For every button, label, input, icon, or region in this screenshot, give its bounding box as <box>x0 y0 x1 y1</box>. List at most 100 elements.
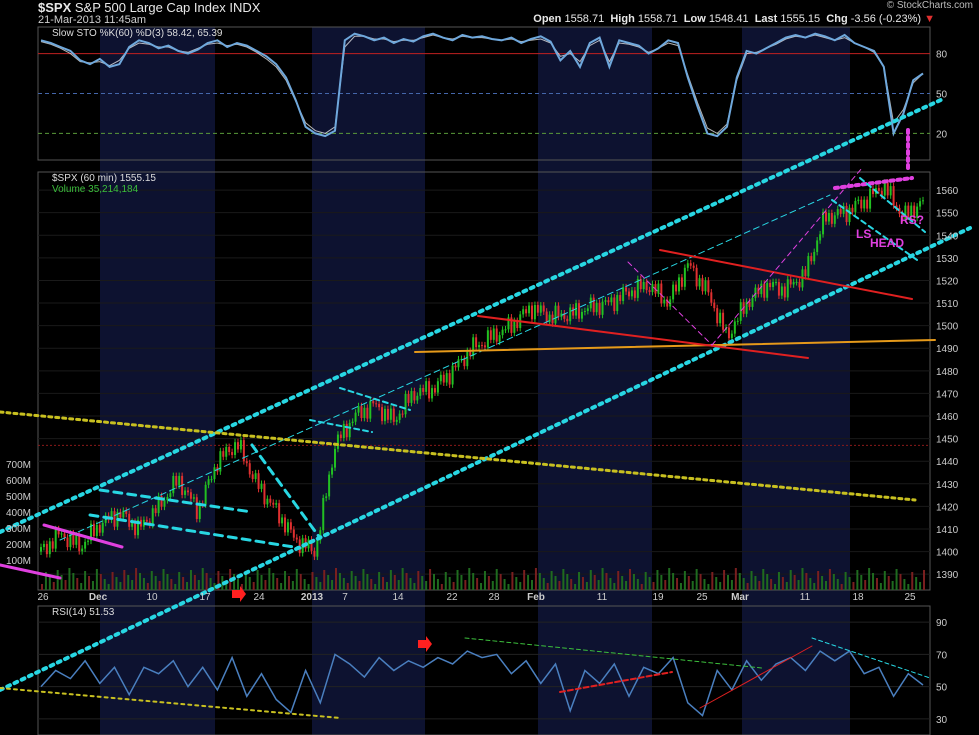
volume-bar <box>99 574 102 590</box>
volume-bar <box>609 578 612 590</box>
price-bar-body <box>833 215 836 224</box>
price-bar-body <box>336 434 339 449</box>
volume-bar <box>703 579 706 590</box>
volume-bar <box>542 578 545 590</box>
volume-bar <box>895 569 898 590</box>
price-bar-body <box>110 511 113 520</box>
x-tick-label: 25 <box>904 592 916 603</box>
rsi-green-downtrend <box>464 637 763 669</box>
price-bar-body <box>198 503 201 519</box>
price-bar-body <box>433 388 436 393</box>
volume-bar <box>597 580 600 590</box>
price-bar-body <box>528 305 531 314</box>
price-bar-body <box>375 403 378 405</box>
volume-bar <box>817 571 820 590</box>
x-tick-label: 22 <box>446 592 458 603</box>
price-bar-body <box>95 524 98 537</box>
volume-bar <box>578 572 581 590</box>
price-bar-body <box>160 495 163 507</box>
price-bar-body <box>722 312 725 330</box>
price-bar-body <box>439 374 442 382</box>
price-bar-body <box>322 497 325 531</box>
volume-bar <box>891 581 894 590</box>
price-bar-body <box>575 303 578 316</box>
weekend-bands <box>100 27 850 735</box>
price-bar-body <box>395 419 398 422</box>
price-bar-body <box>128 513 131 527</box>
volume-bar <box>770 579 773 590</box>
volume-bar <box>287 576 290 590</box>
volume-bar <box>879 583 882 590</box>
price-bar-body <box>913 205 916 218</box>
volume-bar <box>456 570 459 590</box>
price-bar-body <box>242 440 245 462</box>
price-bar-body <box>295 537 298 540</box>
volume-bar <box>793 575 796 590</box>
rsi-panel <box>40 650 924 717</box>
cyan-flag-upper <box>339 387 411 411</box>
volume-bar <box>354 576 357 590</box>
price-bar-body <box>539 305 542 313</box>
volume-bar <box>150 571 153 590</box>
price-bar-body <box>398 413 401 420</box>
volume-bar <box>433 574 435 590</box>
volume-bar <box>668 568 671 590</box>
x-tick-label: 10 <box>146 592 158 603</box>
price-tick-label: 1450 <box>936 435 959 446</box>
volume-bar <box>636 579 639 590</box>
volume-bar <box>534 568 537 590</box>
volume-bar <box>777 572 780 590</box>
volume-bar <box>178 572 181 590</box>
price-bar-body <box>880 190 883 196</box>
volume-bar <box>127 575 130 590</box>
volume-bar <box>80 583 83 590</box>
price-bar-body <box>639 279 642 290</box>
price-bar-body <box>87 540 90 542</box>
price-bar-body <box>910 205 913 217</box>
volume-bar <box>440 584 443 590</box>
price-bar-body <box>386 408 389 420</box>
price-bar-body <box>533 304 536 320</box>
price-bar-body <box>101 522 104 533</box>
volume-bar <box>374 584 377 590</box>
price-bar-body <box>707 280 710 293</box>
price-bar-body <box>307 539 310 549</box>
chart-datetime: 21-Mar-2013 11:45am <box>38 14 147 26</box>
price-bar-body <box>813 251 816 262</box>
price-bar-body <box>234 442 237 455</box>
price-bar-body <box>172 475 175 494</box>
price-bar-body <box>677 277 680 292</box>
price-bar-body <box>716 308 719 324</box>
price-bar-body <box>460 358 463 360</box>
volume-bar <box>495 569 498 590</box>
volume-bar <box>589 570 592 590</box>
volume-bar <box>88 576 91 590</box>
volume-bar <box>158 581 161 590</box>
volume-bar <box>174 584 177 590</box>
price-bar-body <box>642 281 645 290</box>
price-bar-body <box>231 452 234 455</box>
price-bar-body <box>807 256 810 277</box>
price-bar-body <box>84 541 87 549</box>
volume-bar <box>76 578 79 590</box>
price-bar-body <box>513 320 516 333</box>
price-tick-label: 1550 <box>936 209 959 220</box>
price-bar-body <box>272 502 275 505</box>
price-bar-body <box>483 345 486 348</box>
volume-bar <box>264 580 267 590</box>
volume-bar <box>142 578 145 590</box>
volume-bar <box>335 568 337 590</box>
volume-bar <box>64 580 67 590</box>
price-bar-body <box>554 305 557 324</box>
price-bar-body <box>263 483 266 505</box>
price-bar-body <box>339 434 342 439</box>
volume-bar <box>468 568 471 590</box>
price-bar-body <box>645 281 648 291</box>
price-bar-body <box>672 284 675 300</box>
stoch-title: Slow STO %K(60) %D(3) 58.42, 65.39 <box>52 28 223 39</box>
volume-bar <box>311 572 314 590</box>
magenta-flag <box>42 523 124 549</box>
price-bar-body <box>328 474 331 497</box>
price-bar-body <box>916 206 919 218</box>
price-bar-body <box>789 279 792 285</box>
